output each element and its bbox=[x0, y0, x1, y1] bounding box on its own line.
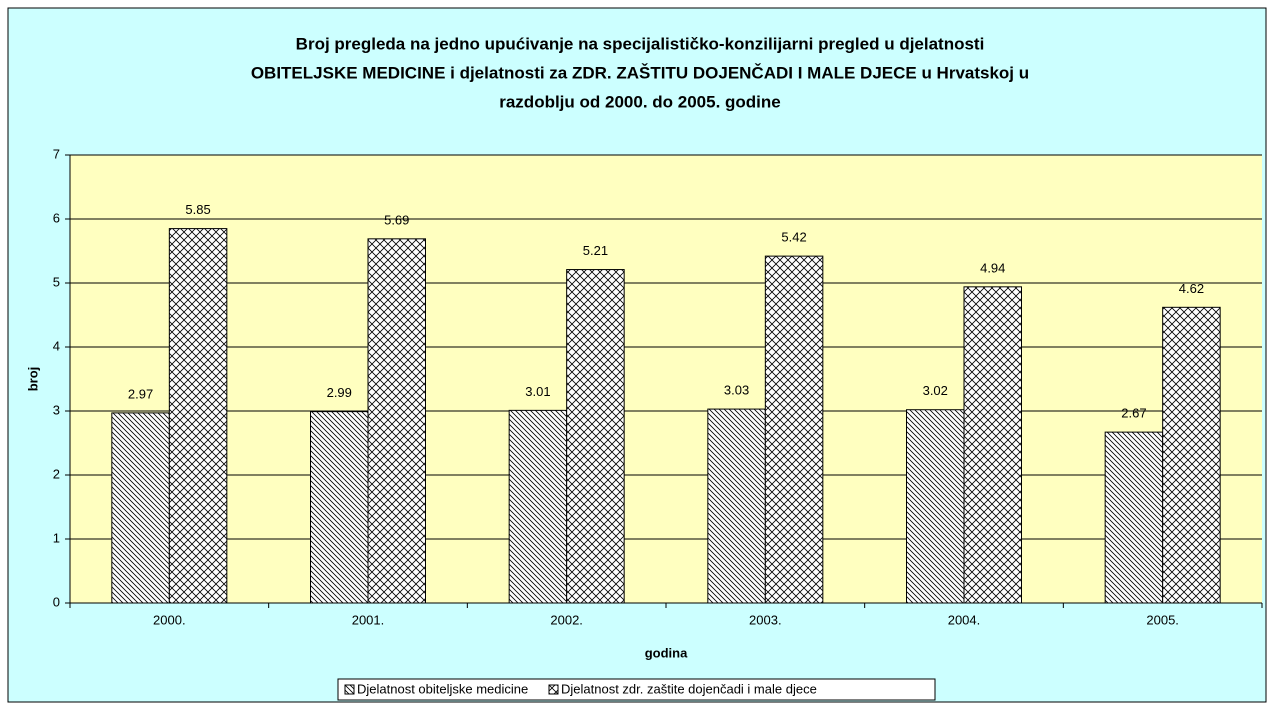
legend-label: Djelatnost zdr. zaštite dojenčadi i male… bbox=[561, 681, 817, 696]
x-tick-label: 2001. bbox=[352, 612, 385, 627]
y-tick-label: 4 bbox=[53, 338, 60, 353]
plot-area bbox=[70, 155, 1262, 603]
x-tick-label: 2005. bbox=[1146, 612, 1179, 627]
bar bbox=[963, 286, 1022, 604]
x-tick-label: 2003. bbox=[749, 612, 782, 627]
y-axis-label: broj bbox=[25, 367, 40, 392]
bar bbox=[906, 409, 965, 604]
data-label: 2.99 bbox=[327, 385, 352, 400]
legend-swatch bbox=[548, 684, 559, 695]
bar bbox=[1162, 306, 1221, 604]
data-label: 5.42 bbox=[781, 230, 806, 245]
chart-title: OBITELJSKE MEDICINE i djelatnosti za ZDR… bbox=[251, 63, 1029, 82]
data-label: 3.02 bbox=[923, 383, 948, 398]
data-label: 5.85 bbox=[185, 202, 210, 217]
chart-title: razdoblju od 2000. do 2005. godine bbox=[499, 92, 781, 111]
y-tick-label: 1 bbox=[53, 530, 60, 545]
bar bbox=[764, 255, 824, 604]
data-label: 4.62 bbox=[1179, 281, 1204, 296]
y-tick-label: 2 bbox=[53, 466, 60, 481]
y-tick-label: 5 bbox=[53, 274, 60, 289]
bar bbox=[310, 411, 369, 604]
chart-title: Broj pregleda na jedno upućivanje na spe… bbox=[296, 34, 985, 53]
bar bbox=[111, 412, 170, 604]
data-label: 3.01 bbox=[525, 384, 550, 399]
bar bbox=[566, 269, 625, 604]
x-tick-label: 2004. bbox=[948, 612, 981, 627]
y-tick-label: 0 bbox=[53, 594, 60, 609]
bar bbox=[508, 409, 568, 604]
data-label: 5.69 bbox=[384, 212, 409, 227]
x-axis-label: godina bbox=[645, 645, 688, 660]
bar bbox=[707, 408, 766, 604]
data-label: 4.94 bbox=[980, 260, 1005, 275]
bar bbox=[168, 228, 228, 604]
data-label: 2.67 bbox=[1121, 406, 1146, 421]
legend bbox=[337, 678, 936, 701]
y-tick-label: 6 bbox=[53, 210, 60, 225]
data-label: 3.03 bbox=[724, 383, 749, 398]
bar bbox=[367, 238, 426, 604]
legend-swatch bbox=[344, 684, 355, 695]
bar bbox=[1104, 431, 1164, 604]
x-tick-label: 2002. bbox=[550, 612, 583, 627]
legend-label: Djelatnost obiteljske medicine bbox=[357, 681, 528, 696]
x-tick-label: 2000. bbox=[153, 612, 186, 627]
data-label: 5.21 bbox=[583, 243, 608, 258]
data-label: 2.97 bbox=[128, 386, 153, 401]
y-tick-label: 3 bbox=[53, 402, 60, 417]
y-tick-label: 7 bbox=[53, 146, 60, 161]
